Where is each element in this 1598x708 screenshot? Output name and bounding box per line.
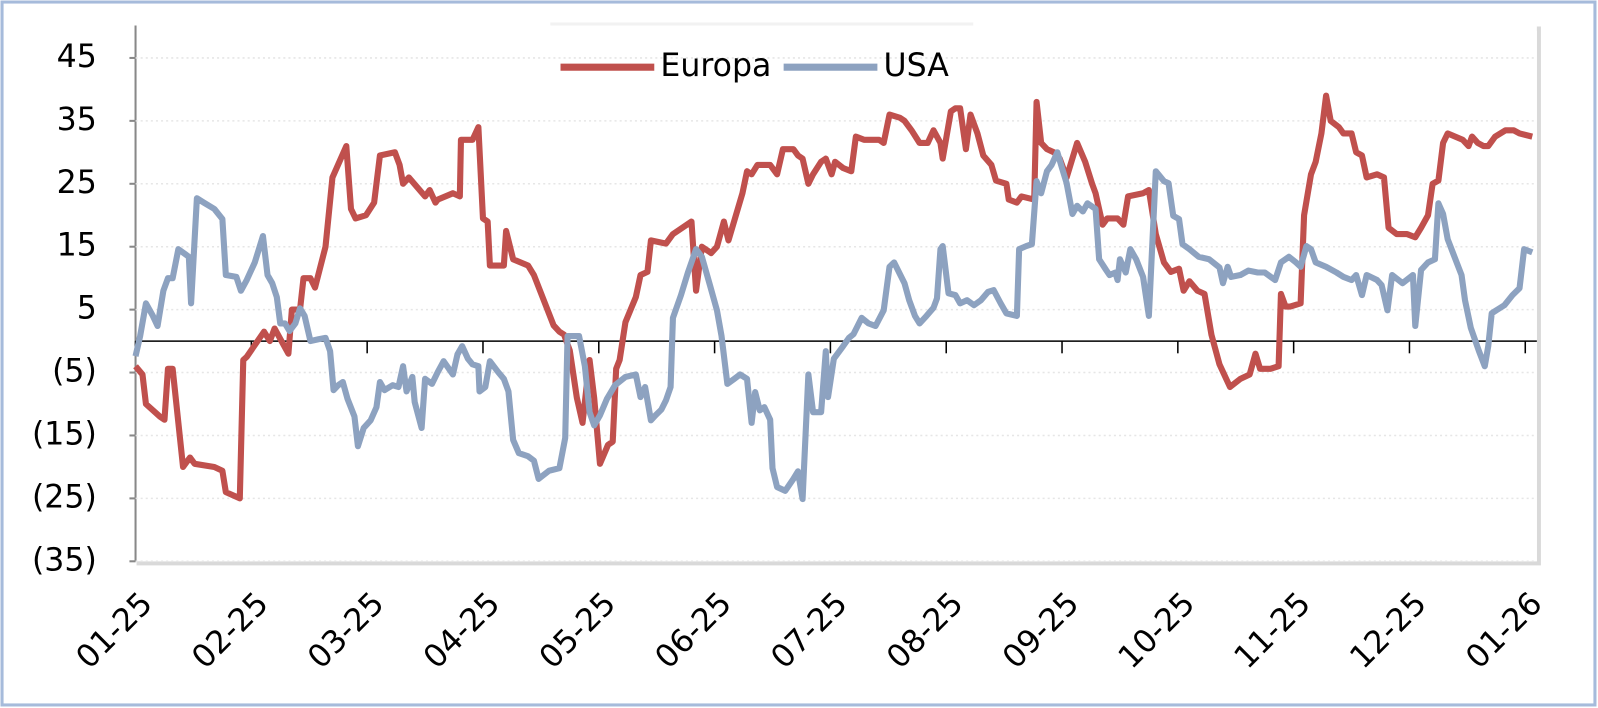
series-line [133, 92, 1534, 502]
legend-shadow [550, 22, 974, 27]
y-tick-label: 5 [77, 291, 97, 327]
series-line [132, 149, 1534, 503]
y-tick-label: 35 [57, 102, 97, 138]
y-tick-label: (35) [32, 542, 97, 578]
y-tick-label: (25) [32, 479, 97, 515]
y-tick-label: 45 [57, 39, 97, 75]
y-tick-label: 15 [57, 228, 97, 264]
y-tick-label: (5) [52, 354, 97, 390]
legend-label: USA [884, 48, 950, 84]
legend-label: Europa [660, 48, 771, 84]
y-tick-label: (15) [32, 416, 97, 452]
y-tick-label: 25 [57, 165, 97, 201]
